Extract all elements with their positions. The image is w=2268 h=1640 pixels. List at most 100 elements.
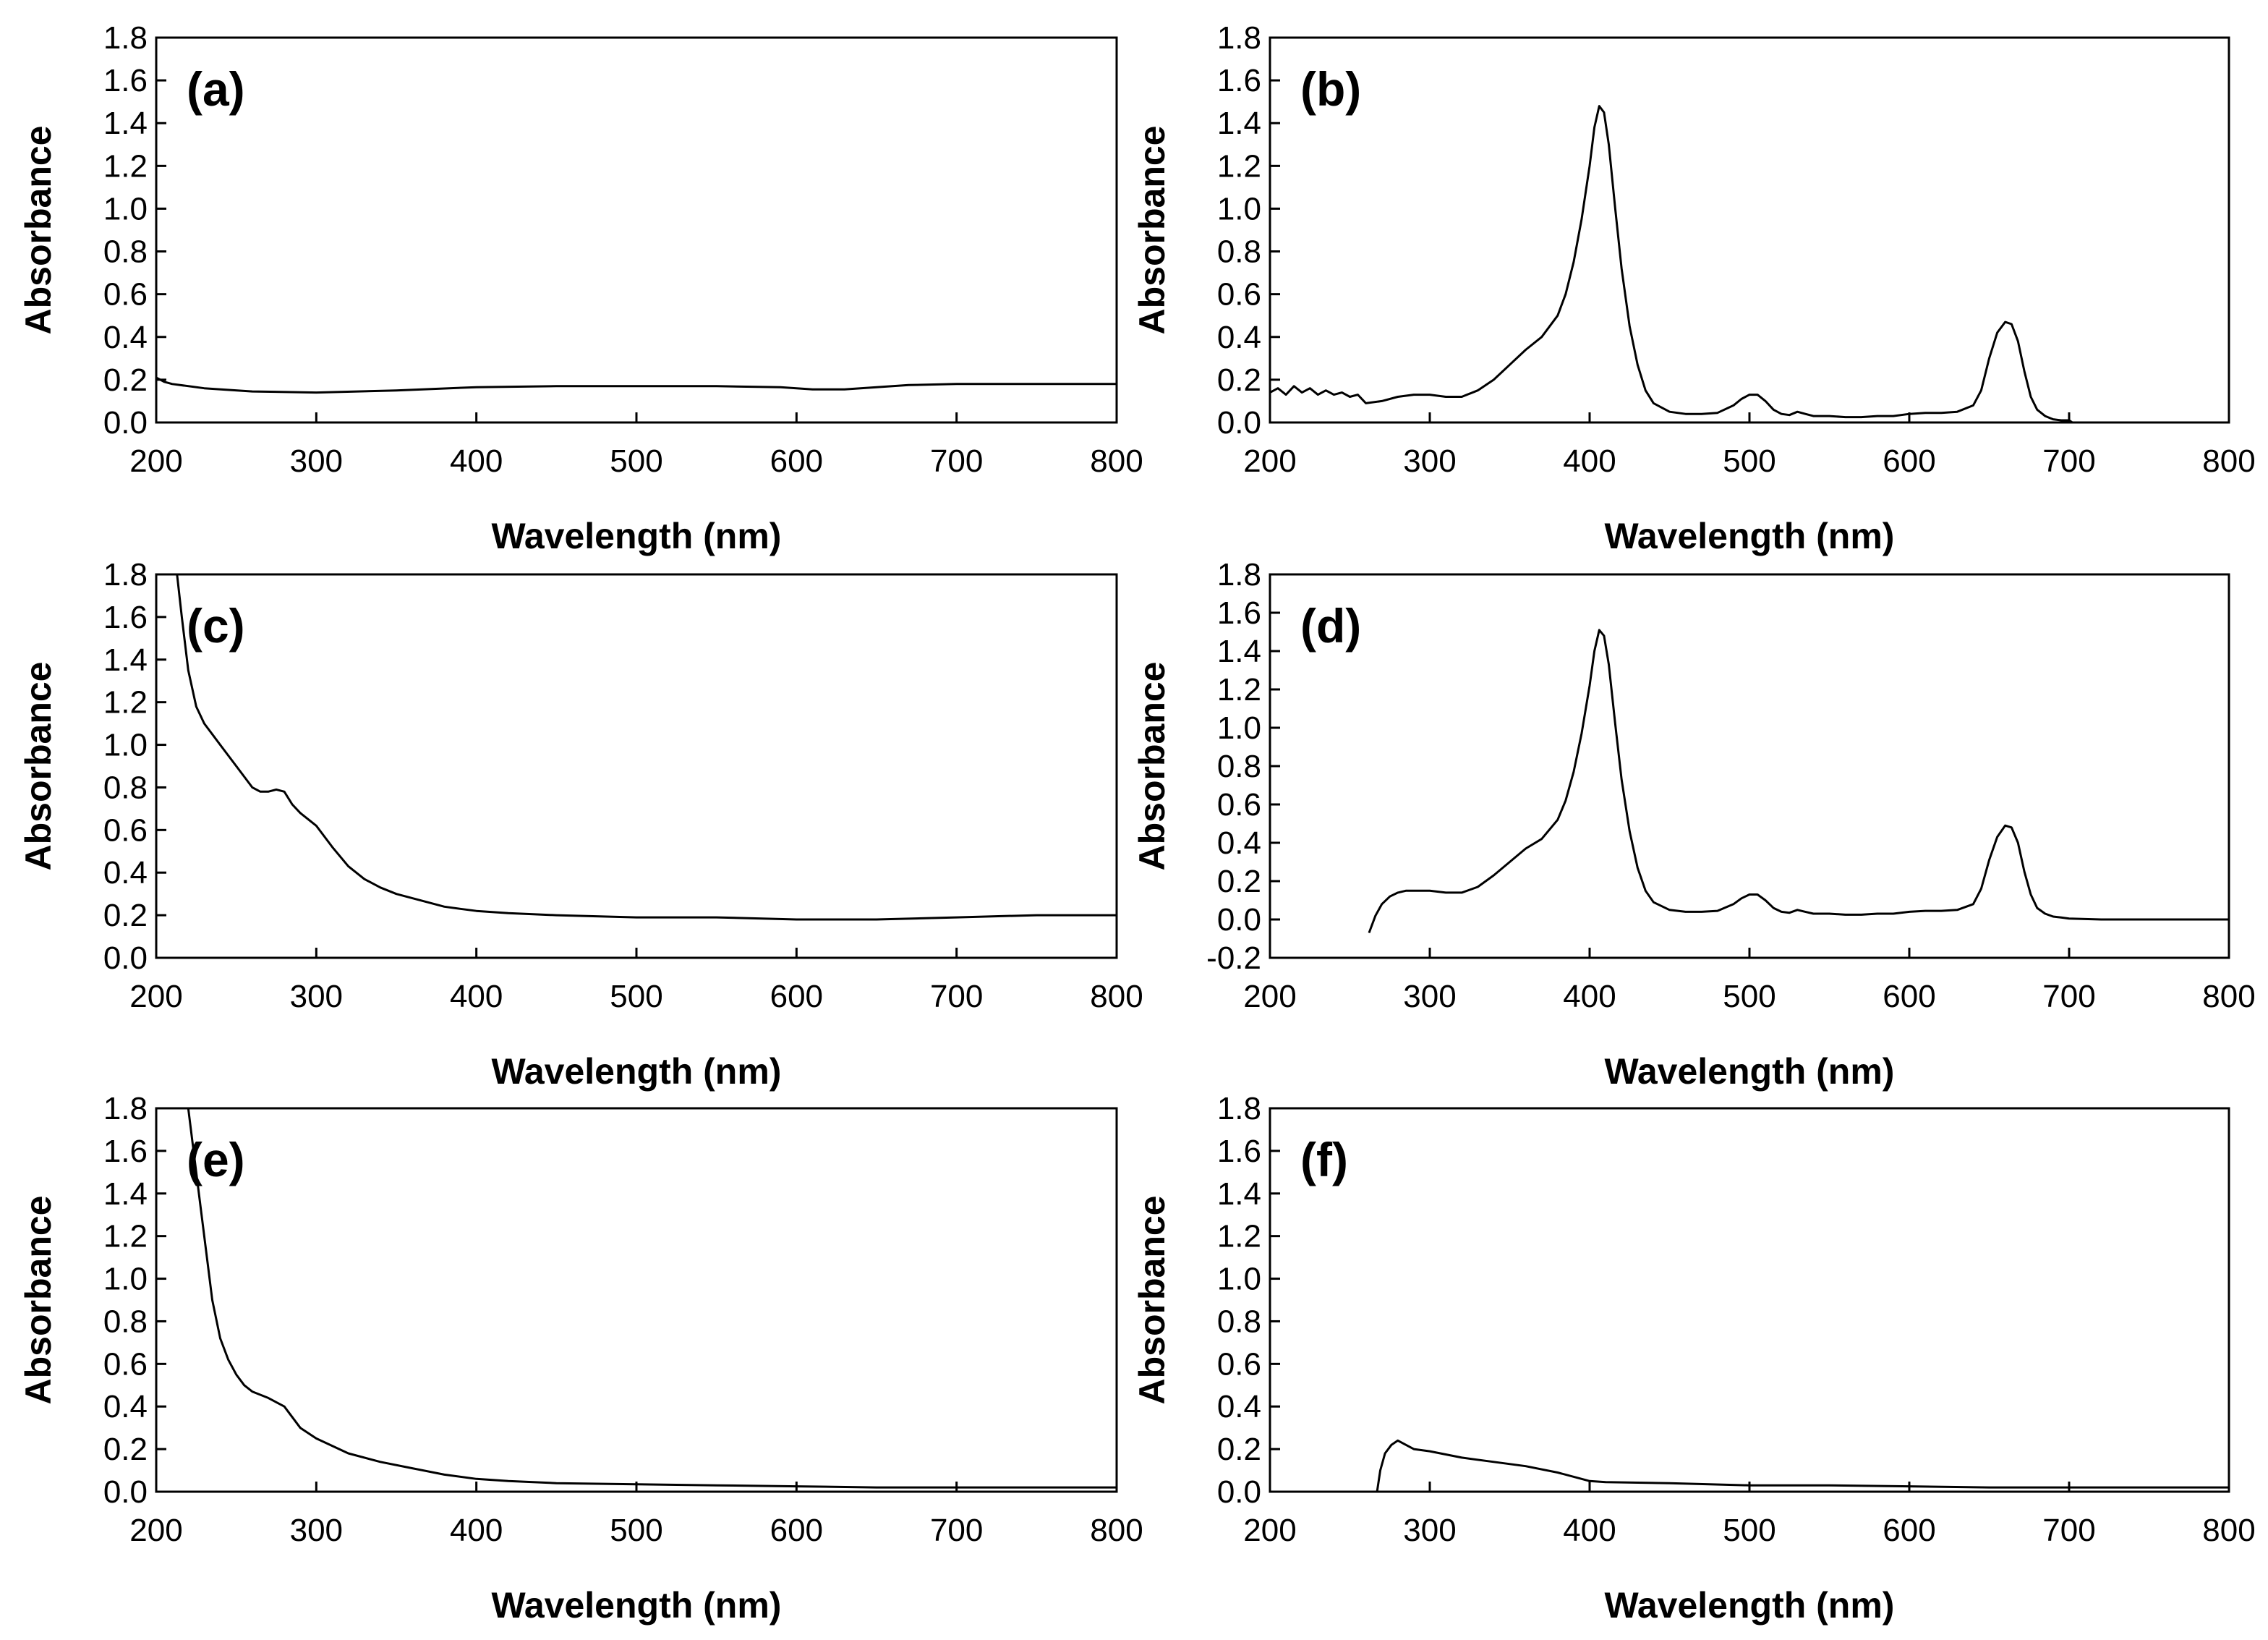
- y-tick-label: 0.6: [103, 812, 148, 848]
- y-tick-label: 1.2: [103, 1219, 148, 1254]
- panel-label: (d): [1300, 599, 1361, 653]
- y-tick-label: 1.8: [103, 557, 148, 592]
- y-tick-label: 1.4: [1217, 634, 1261, 669]
- x-tick-label: 800: [2202, 1513, 2255, 1548]
- data-line-e: [187, 1108, 1117, 1489]
- x-tick-label: 700: [930, 1513, 983, 1548]
- y-tick-label: 0.2: [1217, 864, 1261, 899]
- y-tick-label: 0.6: [1217, 277, 1261, 313]
- y-tick-label: 0.4: [103, 1389, 148, 1424]
- x-tick-label: 300: [1403, 443, 1456, 479]
- y-tick-label: 1.6: [103, 63, 148, 98]
- x-tick-label: 200: [129, 979, 182, 1014]
- x-tick-label: 400: [1563, 1513, 1616, 1548]
- chart-panel-e: 0.0 0.2 0.4 0.6 0.8 1.0 1.2 1.4 1.6 1.8 200 300 400 5…: [18, 1091, 1143, 1626]
- x-tick-label: 800: [1090, 443, 1143, 479]
- x-tick-label: 400: [1563, 979, 1616, 1014]
- x-tick-label: 300: [290, 979, 343, 1014]
- x-tick-label: 800: [2202, 979, 2255, 1014]
- y-tick-label: 0.0: [1217, 902, 1261, 938]
- x-tick-label: 300: [1403, 1513, 1456, 1548]
- y-tick-label: 0.0: [103, 940, 148, 976]
- y-tick-label: 1.6: [103, 600, 148, 635]
- y-tick-label: 1.8: [1217, 557, 1261, 592]
- x-tick-label: 300: [290, 1513, 343, 1548]
- chart-panel-d: -0.20.00.20.40.60.81.01.21.41.61.8 200 300…: [1132, 557, 2256, 1092]
- x-axis-title: Wavelength (nm): [1605, 1585, 1895, 1626]
- y-tick-label: 0.4: [1217, 1389, 1261, 1424]
- plot-frame: [1269, 36, 2230, 424]
- x-tick-label: 500: [610, 979, 662, 1014]
- y-tick-label: 1.6: [103, 1134, 148, 1169]
- y-tick-label: 0.8: [103, 770, 148, 805]
- y-tick-label: 0.6: [1217, 1346, 1261, 1382]
- y-tick-label: 1.8: [103, 20, 148, 56]
- x-axis-title: Wavelength (nm): [492, 1051, 782, 1092]
- x-tick-label: 300: [290, 443, 343, 479]
- y-tick-label: 0.8: [1217, 234, 1261, 270]
- y-tick-label: 0.2: [1217, 362, 1261, 398]
- x-tick-label: 800: [2202, 443, 2255, 479]
- panel-label: (b): [1300, 62, 1361, 116]
- panel-label: (e): [187, 1133, 245, 1186]
- y-tick-label: 1.2: [1217, 672, 1261, 708]
- x-tick-label: 600: [770, 979, 823, 1014]
- x-tick-label: 600: [770, 1513, 823, 1548]
- y-axis-title: Absorbance: [1132, 126, 1172, 335]
- x-tick-label: 200: [1243, 979, 1296, 1014]
- x-axis-title: Wavelength (nm): [492, 516, 782, 556]
- x-tick-label: 600: [1883, 1513, 1935, 1548]
- y-tick-label: 1.2: [1217, 148, 1261, 184]
- x-tick-label: 800: [1090, 979, 1143, 1014]
- y-tick-label: 0.0: [1217, 1474, 1261, 1510]
- x-tick-label: 200: [1243, 443, 1296, 479]
- y-tick-label: 0.8: [1217, 1304, 1261, 1339]
- chart-panel-c: 0.0 0.2 0.4 0.6 0.8 1.0 1.2 1.4 1.6 1.8 200 300 400 5…: [18, 557, 1143, 1092]
- y-tick-label: 0.4: [103, 855, 148, 891]
- x-tick-label: 500: [610, 1513, 662, 1548]
- x-tick-label: 700: [2042, 443, 2095, 479]
- y-tick-label: 0.0: [103, 405, 148, 441]
- y-tick-label: 1.4: [1217, 1176, 1261, 1212]
- y-tick-label: 0.6: [1217, 787, 1261, 823]
- y-tick-label: 1.6: [1217, 1134, 1261, 1169]
- x-tick-label: 600: [770, 443, 823, 479]
- y-tick-label: 1.0: [103, 1262, 148, 1297]
- y-tick-label: 1.4: [103, 642, 148, 678]
- y-tick-label: 0.2: [103, 1432, 148, 1467]
- x-tick-label: 500: [1723, 979, 1775, 1014]
- x-tick-label: 700: [2042, 979, 2095, 1014]
- y-tick-label: 1.4: [103, 1176, 148, 1212]
- plot-frame: [1269, 573, 2230, 959]
- y-tick-label: 1.2: [1217, 1219, 1261, 1254]
- y-tick-label: 0.2: [1217, 1432, 1261, 1467]
- y-tick-label: 0.6: [103, 1346, 148, 1382]
- x-tick-label: 200: [129, 1513, 182, 1548]
- x-tick-label: 400: [1563, 443, 1616, 479]
- data-line-c: [176, 574, 1117, 921]
- y-tick-label: 0.8: [1217, 749, 1261, 784]
- y-tick-label: 1.0: [1217, 710, 1261, 746]
- x-tick-label: 600: [1883, 979, 1935, 1014]
- plot-frame: [155, 36, 1118, 424]
- y-tick-label: 0.0: [103, 1474, 148, 1510]
- chart-panel-f: 0.0 0.2 0.4 0.6 0.8 1.0 1.2 1.4 1.6 1.8 200 300 400 5…: [1132, 1091, 2256, 1626]
- y-tick-label: -0.2: [1206, 940, 1261, 976]
- y-axis-title: Absorbance: [1132, 1196, 1172, 1405]
- data-line-a: [155, 376, 1117, 394]
- y-tick-label: 1.6: [1217, 595, 1261, 631]
- y-tick-label: 1.0: [103, 191, 148, 226]
- panel-label: (c): [187, 599, 245, 653]
- y-tick-label: 1.0: [1217, 1262, 1261, 1297]
- y-tick-label: 1.4: [1217, 106, 1261, 141]
- chart-panel-a: 0.0 0.2 0.4 0.6 0.8 1.0 1.2 1.4 1.6 1.8 200 300 400 5…: [18, 20, 1143, 556]
- x-tick-label: 500: [1723, 1513, 1775, 1548]
- chart-panel-b: 0.0 0.2 0.4 0.6 0.8 1.0 1.2 1.4 1.6 1.8 200 300 400 5…: [1132, 20, 2256, 556]
- x-tick-label: 400: [450, 443, 503, 479]
- panel-label: (a): [187, 62, 245, 116]
- x-axis-title: Wavelength (nm): [1605, 1051, 1895, 1092]
- x-tick-label: 500: [1723, 443, 1775, 479]
- plot-frame: [155, 1107, 1118, 1493]
- x-tick-label: 700: [930, 443, 983, 479]
